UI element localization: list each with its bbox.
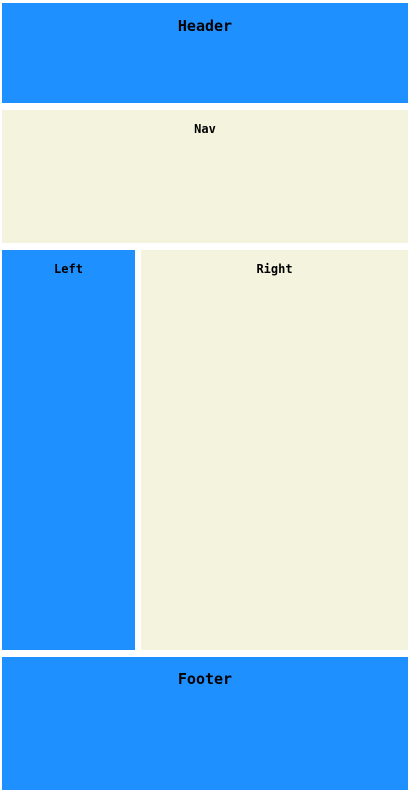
left-column: Left <box>2 250 135 650</box>
nav-label: Nav <box>194 122 216 136</box>
left-label: Left <box>54 262 83 276</box>
footer-section: Footer <box>2 657 408 790</box>
right-label: Right <box>256 262 293 276</box>
footer-label: Footer <box>177 670 233 688</box>
right-column: Right <box>141 250 408 650</box>
header-label: Header <box>177 17 233 35</box>
nav-section: Nav <box>2 110 408 243</box>
header-section: Header <box>2 3 408 103</box>
